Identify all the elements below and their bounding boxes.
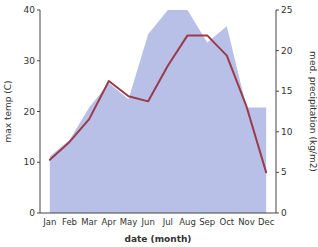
y2-tick xyxy=(276,172,279,173)
x-tick-label: Jan xyxy=(42,217,56,227)
chart: 0 10 20 30 40 0 5 10 15 20 25 Jan Feb MarApr MayJun Jul… xyxy=(0,0,318,247)
x-tick-label: Feb xyxy=(62,217,77,227)
y-axis-title: max temp (C) xyxy=(3,80,13,142)
plot-area xyxy=(50,10,266,213)
y-tick xyxy=(37,213,40,214)
y-tick-label: 20 xyxy=(24,107,36,117)
x-tick-label: Dec xyxy=(258,217,275,227)
x-tick-label: Mar xyxy=(81,217,98,227)
y-tick-label: 10 xyxy=(24,157,36,167)
x-axis-title: date (month) xyxy=(125,234,192,244)
y-tick xyxy=(37,111,40,112)
x-tick-label: Jun xyxy=(141,217,155,227)
x-tick-label: Oct xyxy=(219,217,234,227)
y-tick-label: 30 xyxy=(24,56,36,66)
y-tick xyxy=(37,60,40,61)
x-tick-label: Aug xyxy=(179,217,196,227)
x-tick-label: Apr xyxy=(101,217,116,227)
y2-tick xyxy=(276,131,279,132)
y2-axis xyxy=(276,10,277,213)
y2-tick xyxy=(276,10,279,11)
x-tick-label: Nov xyxy=(238,217,255,227)
y2-tick-label: 15 xyxy=(281,86,292,96)
x-tick-label: Jul xyxy=(162,217,173,227)
y-tick xyxy=(37,10,40,11)
y-tick xyxy=(37,162,40,163)
y2-axis-title: med. precipitation (kg/m2) xyxy=(308,51,318,172)
y2-tick-label: 5 xyxy=(281,167,287,177)
y2-tick-label: 20 xyxy=(281,46,293,56)
x-tick-label: Sep xyxy=(199,217,215,227)
line xyxy=(50,35,266,172)
y2-tick xyxy=(276,91,279,92)
y-tick-label: 40 xyxy=(24,5,36,15)
y2-tick-label: 0 xyxy=(281,208,287,218)
y2-tick xyxy=(276,50,279,51)
x-tick-label: May xyxy=(120,217,138,227)
y-tick-label: 0 xyxy=(29,208,35,218)
y2-tick xyxy=(276,213,279,214)
x-axis xyxy=(40,213,276,214)
y2-tick-label: 25 xyxy=(281,5,292,15)
y2-tick-label: 10 xyxy=(281,127,293,137)
area xyxy=(50,10,266,213)
